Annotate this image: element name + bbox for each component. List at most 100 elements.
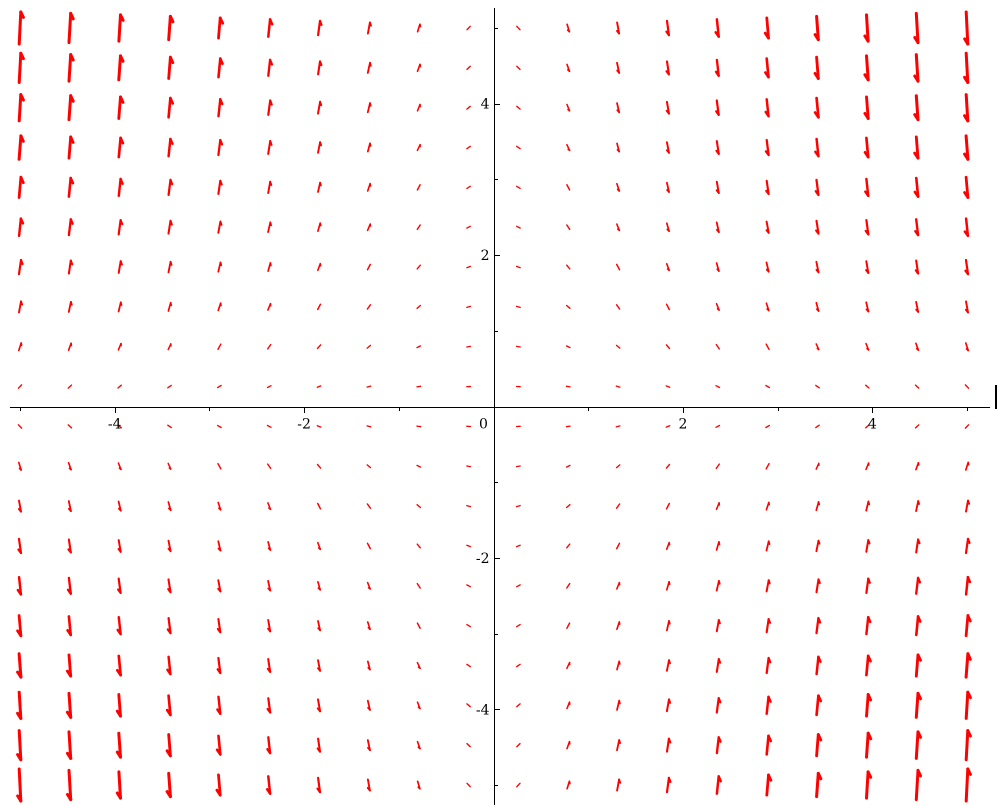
arrow-head [966,767,972,776]
x-tick-label: -4 [108,417,122,433]
arrow-head [916,730,922,739]
arrow-head [964,308,969,314]
field-arrow [964,342,970,352]
field-arrow [814,137,820,158]
arrow-shaft [964,537,970,555]
field-arrow [913,53,920,83]
field-arrow [366,739,371,752]
arrow-head [764,71,770,79]
arrow-head [913,113,920,122]
field-arrow [665,262,670,272]
arrow-shaft [416,304,422,309]
field-arrow [715,99,720,116]
arrow-shaft [914,691,920,719]
arrow-head [369,142,372,147]
arrow-shaft [765,138,770,157]
field-arrow [515,345,521,348]
arrow-head [216,668,222,675]
field-arrow [565,504,571,509]
field-arrow [17,424,23,429]
field-arrow [566,622,571,629]
field-arrow [865,424,870,429]
field-arrow [466,265,472,269]
arrow-shaft [565,345,571,349]
field-arrow [665,463,671,469]
arrow-shaft [67,176,72,198]
arrow-shaft [964,767,970,803]
arrow-head [715,110,720,116]
field-arrow [865,577,871,595]
arrow-shaft [67,730,73,760]
arrow-head [119,301,123,306]
arrow-head [219,179,223,186]
field-arrow [416,264,421,270]
field-arrow [715,619,721,633]
arrow-shaft [466,65,471,71]
field-arrow [216,618,222,634]
arrow-shaft [117,54,122,82]
field-arrow [815,771,823,799]
arrow-head [116,628,122,636]
arrow-shaft [67,53,73,83]
field-arrow [915,538,921,554]
field-arrow [815,616,822,635]
arrow-head [19,175,25,185]
arrow-head [167,547,172,553]
arrow-shaft [466,584,471,588]
field-arrow [67,538,72,554]
field-arrow [864,177,870,198]
field-arrow [865,384,870,389]
arrow-shaft [466,185,471,190]
arrow-head [963,152,970,161]
field-arrow [915,500,921,513]
arrow-shaft [317,19,322,37]
arrow-shaft [167,616,172,635]
field-arrow [466,185,471,190]
field-arrow [865,693,873,718]
arrow-shaft [815,178,820,197]
field-arrow [715,736,722,755]
arrow-shaft [815,694,820,717]
arrow-shaft [516,584,521,588]
arrow-head [815,229,820,235]
field-arrow [116,577,122,595]
arrow-head [168,14,175,24]
field-arrow [317,19,323,37]
field-arrow [267,302,272,311]
arrow-shaft [117,654,122,677]
arrow-shaft [815,96,820,119]
arrow-head [963,37,970,46]
arrow-shaft [566,622,571,629]
arrow-shaft [515,265,521,269]
field-arrow [715,463,721,470]
arrow-shaft [117,731,122,759]
arrow-shaft [865,136,870,159]
field-arrow [615,344,621,349]
field-arrow [566,740,571,750]
arrow-shaft [167,178,172,197]
field-arrow [963,10,970,46]
arrow-head [866,615,872,624]
field-arrow [466,742,471,748]
field-arrow [913,135,920,160]
field-arrow [165,733,172,758]
arrow-head [668,580,671,586]
field-arrow [416,63,422,73]
arrow-shaft [815,384,820,389]
arrow-shaft [516,145,521,150]
field-arrow [117,500,122,512]
y-tick-label: 4 [481,97,490,113]
field-arrow [865,301,870,313]
arrow-shaft [615,344,621,349]
arrow-shaft [466,703,471,708]
field-arrow [267,221,273,234]
field-arrow [217,540,222,552]
arrow-head [268,18,274,26]
field-arrow [16,690,23,720]
arrow-head [319,181,322,187]
arrow-shaft [167,733,172,758]
arrow-shaft [516,185,521,190]
field-arrow [565,304,571,309]
arrow-head [767,579,771,585]
arrow-shaft [865,95,870,120]
